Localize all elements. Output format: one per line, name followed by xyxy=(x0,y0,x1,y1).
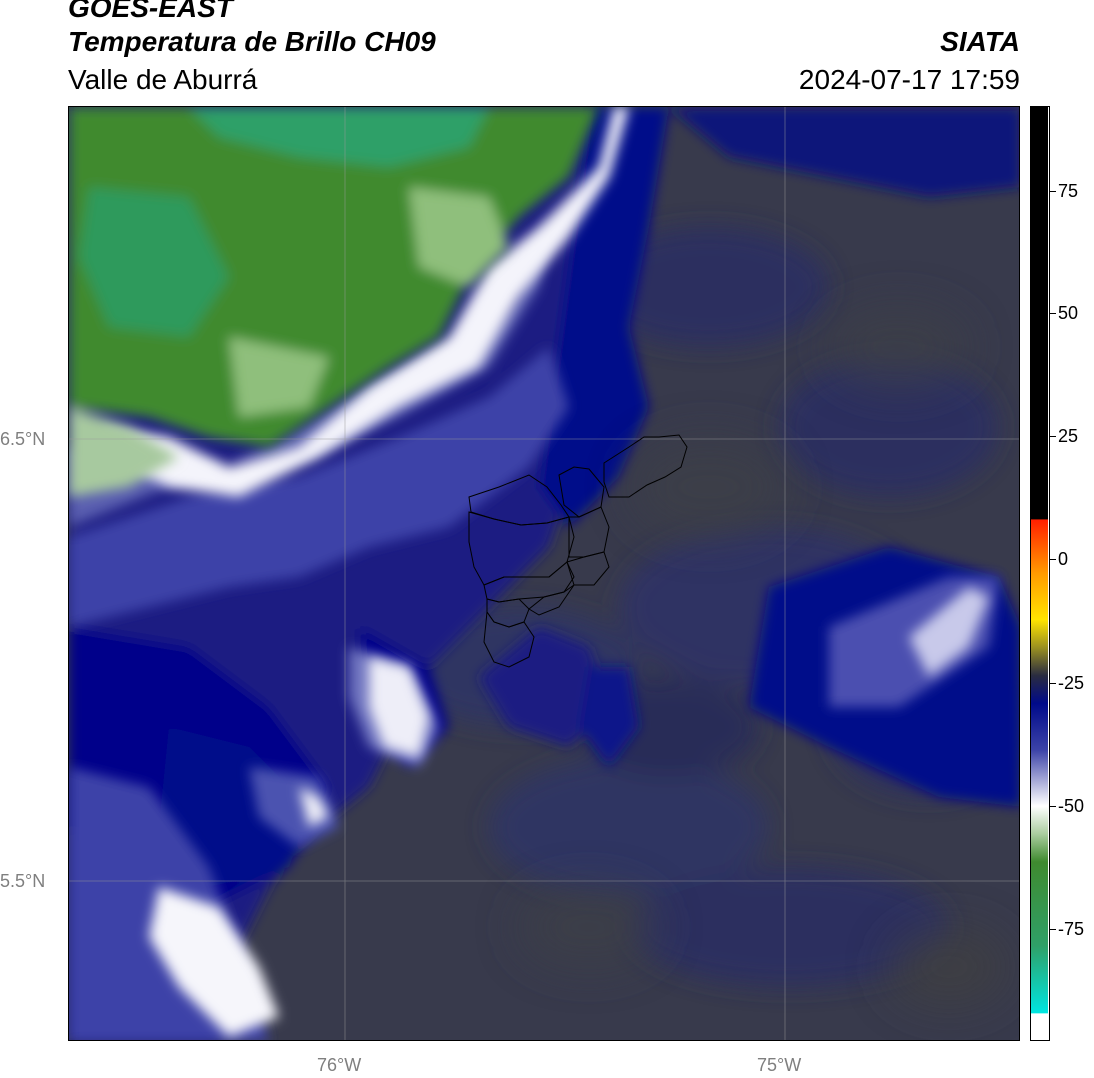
colorbar-label-minus-50: -50 xyxy=(1058,796,1085,816)
colorbar-tick xyxy=(1050,436,1056,437)
latitude-label-6-5N: 6.5°N xyxy=(0,429,46,449)
longitude-label-76W: 76°W xyxy=(317,1055,362,1075)
colorbar-label-25: 25 xyxy=(1058,426,1079,446)
subtitle-region: Valle de Aburrá xyxy=(68,64,258,95)
warm-patches xyxy=(519,307,1009,1007)
brightness-temperature-map xyxy=(69,107,1019,1040)
latitude-label-5-5N: 5.5°N xyxy=(0,871,46,891)
colorbar xyxy=(1030,106,1050,1041)
colorbar-tick xyxy=(1050,313,1056,314)
map-panel xyxy=(68,106,1020,1041)
title-satellite: GOES-EAST xyxy=(68,0,233,23)
colorbar-tick xyxy=(1050,806,1056,807)
colorbar-label-minus-75: -75 xyxy=(1058,919,1085,939)
colorbar-tick xyxy=(1050,929,1056,930)
colorbar-label-0: 0 xyxy=(1058,549,1069,569)
colorbar-tick xyxy=(1050,683,1056,684)
colorbar-gradient xyxy=(1031,107,1048,1039)
colorbar-tick xyxy=(1050,559,1056,560)
datetime-label: 2024-07-17 17:59 xyxy=(798,64,1020,95)
colorbar-label-50: 50 xyxy=(1058,303,1079,323)
green-coldest-region xyxy=(69,107,599,497)
map-gridlines xyxy=(69,107,1019,1040)
title-product: Temperatura de Brillo CH09 xyxy=(68,26,436,57)
municipality-boundaries xyxy=(468,434,688,668)
colorbar-label-minus-25: -25 xyxy=(1058,673,1085,693)
colorbar-tick xyxy=(1050,191,1056,192)
colorbar-label-75: 75 xyxy=(1058,181,1079,201)
brand-label: SIATA xyxy=(940,26,1020,57)
longitude-label-75W: 75°W xyxy=(757,1055,802,1075)
